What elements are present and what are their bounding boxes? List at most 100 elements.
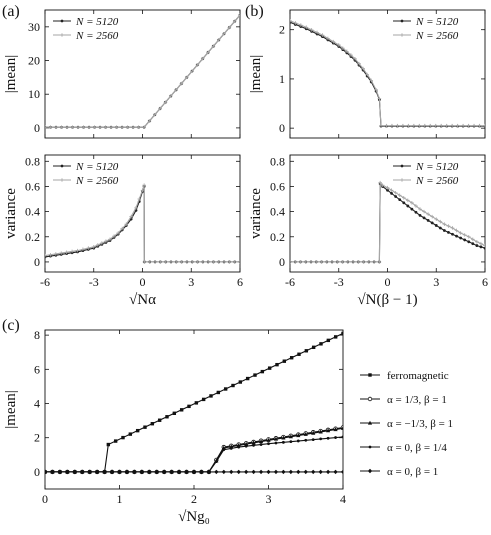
series-1-point xyxy=(304,349,309,353)
y-axis-label: |mean| xyxy=(3,390,19,429)
series-2-point xyxy=(54,252,58,256)
series-2-point xyxy=(346,260,350,264)
series-2-point xyxy=(195,63,200,67)
series-2-point xyxy=(414,204,418,208)
series-5-point xyxy=(243,469,249,475)
series-2-point xyxy=(462,233,467,237)
series-5-point xyxy=(50,469,55,475)
series-1-point xyxy=(471,242,475,246)
series-1-point xyxy=(289,356,294,360)
series-3-point xyxy=(303,431,308,436)
series-5-point xyxy=(154,469,159,475)
legend-marker xyxy=(367,420,373,425)
series-2-point xyxy=(479,241,483,246)
series-3-point xyxy=(333,427,338,432)
legend-label: α = 0, β = 1 xyxy=(387,466,438,478)
x-axis-label: √N(β − 1) xyxy=(357,292,417,308)
legend-label: N = 5120 xyxy=(415,16,459,28)
y-tick-label: 0 xyxy=(34,255,40,269)
series-2-point xyxy=(222,260,226,264)
series-4-point xyxy=(222,448,226,452)
series-2-point xyxy=(152,112,157,117)
x-tick-label: 4 xyxy=(340,492,346,506)
series-2-point xyxy=(59,251,64,255)
series-2-point xyxy=(401,123,405,128)
legend-label: N = 2560 xyxy=(75,30,119,42)
series-5-point xyxy=(296,469,301,475)
x-tick-label: 0 xyxy=(140,275,146,289)
series-1-point xyxy=(451,232,454,236)
series-1-point xyxy=(410,207,414,211)
series-2-point xyxy=(374,87,378,92)
series-5-point xyxy=(117,469,122,475)
series-2-point xyxy=(428,123,433,128)
series-2-point xyxy=(433,123,438,128)
chart-a-top: 0 10 20 30 |mean| N = 5120 N = 2560 xyxy=(3,9,241,139)
series-2-point xyxy=(290,19,292,23)
series-1-point xyxy=(311,345,316,350)
series-2-point xyxy=(163,100,168,105)
series-2-point xyxy=(81,247,85,252)
series-2-point xyxy=(315,30,319,35)
series-2-point xyxy=(195,260,200,264)
series-2-point xyxy=(477,123,482,128)
series-2-point xyxy=(114,125,119,130)
legend-marker xyxy=(368,373,372,377)
series-1-point xyxy=(106,442,111,447)
series-1-point xyxy=(459,236,463,240)
y-tick-label: 0 xyxy=(279,255,285,269)
series-5-point xyxy=(288,469,294,475)
x-tick-label: -6 xyxy=(285,275,295,289)
x-tick-label: -3 xyxy=(334,275,344,289)
series-5-point xyxy=(162,469,167,475)
series-1-point xyxy=(406,204,410,208)
series-1-point xyxy=(422,216,426,220)
x-tick-label: -6 xyxy=(40,275,50,289)
series-5-point xyxy=(139,469,145,475)
series-3-point xyxy=(251,440,256,445)
series-1-point xyxy=(157,418,162,422)
y-tick-label: 0 xyxy=(34,121,40,135)
series-5-point xyxy=(65,469,70,475)
series-2-point xyxy=(331,39,336,44)
x-tick-label: -3 xyxy=(89,275,99,289)
series-2-point xyxy=(103,125,108,130)
series-2-point xyxy=(158,260,163,264)
y-tick-label: 2 xyxy=(34,431,40,445)
series-2-point xyxy=(201,260,205,264)
series-2-point xyxy=(430,214,434,219)
series-2-point xyxy=(131,125,135,130)
series-2-point xyxy=(147,260,152,264)
series-2-point xyxy=(326,36,330,41)
series-1-point xyxy=(483,246,485,250)
legend-marker xyxy=(367,468,373,474)
series-2-point xyxy=(147,119,152,123)
series-2-point xyxy=(140,188,145,193)
series-2-point xyxy=(190,69,194,73)
series-2-point xyxy=(438,219,443,224)
y-tick-label: 0.6 xyxy=(25,179,40,193)
series-1-point xyxy=(467,240,471,244)
series-2-point xyxy=(227,25,232,30)
series-4-point xyxy=(311,438,315,441)
series-2-point xyxy=(100,241,104,245)
legend-marker xyxy=(60,19,64,23)
series-2-point xyxy=(401,195,406,200)
series-2-line xyxy=(45,14,240,128)
x-tick-label: 6 xyxy=(237,275,243,289)
y-tick-label: 0.6 xyxy=(270,179,285,193)
series-2-point xyxy=(461,123,465,128)
series-5-point xyxy=(80,469,85,475)
series-2-point xyxy=(384,123,389,128)
series-3-point xyxy=(281,435,286,440)
series-2-point xyxy=(120,125,124,130)
series-2-point xyxy=(434,217,439,221)
series-2-point xyxy=(336,43,341,47)
series-1-point xyxy=(179,408,184,412)
series-2-point xyxy=(104,239,108,243)
chart-b-top: 0 1 2 |mean| N = 5120 N = 2560 xyxy=(248,9,486,139)
series-2-point xyxy=(179,260,184,264)
series-5-point xyxy=(266,469,271,475)
series-2-point xyxy=(472,123,476,128)
